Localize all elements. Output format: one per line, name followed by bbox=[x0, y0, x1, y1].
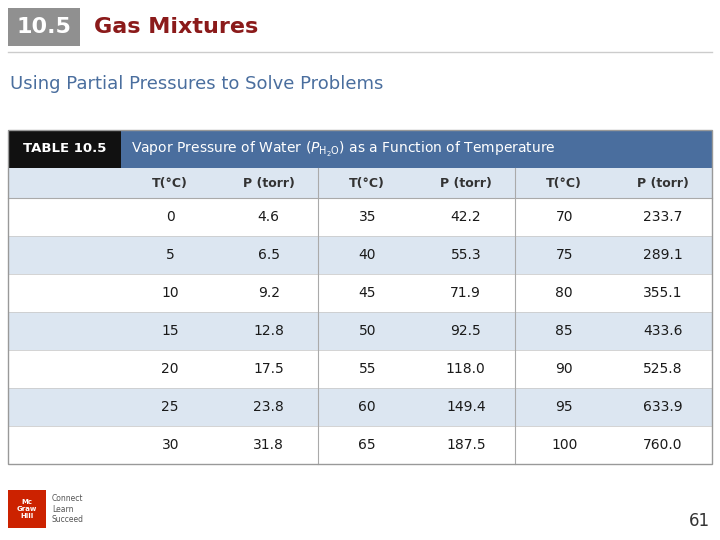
Text: Connect
Learn
Succeed: Connect Learn Succeed bbox=[52, 494, 84, 524]
Text: 50: 50 bbox=[359, 324, 376, 338]
Text: 55.3: 55.3 bbox=[451, 248, 481, 262]
Text: 92.5: 92.5 bbox=[451, 324, 481, 338]
Text: 85: 85 bbox=[555, 324, 573, 338]
Bar bbox=[8, 130, 712, 464]
Text: 55: 55 bbox=[359, 362, 376, 376]
Text: 70: 70 bbox=[556, 210, 573, 224]
Text: 355.1: 355.1 bbox=[643, 286, 683, 300]
Bar bbox=[8, 130, 121, 168]
Text: 30: 30 bbox=[161, 438, 179, 452]
Text: 100: 100 bbox=[551, 438, 577, 452]
Text: 75: 75 bbox=[556, 248, 573, 262]
Text: 233.7: 233.7 bbox=[643, 210, 683, 224]
Text: 95: 95 bbox=[555, 400, 573, 414]
Text: Using Partial Pressures to Solve Problems: Using Partial Pressures to Solve Problem… bbox=[10, 75, 383, 93]
Text: 0: 0 bbox=[166, 210, 175, 224]
Text: P (torr): P (torr) bbox=[243, 177, 294, 190]
Text: 15: 15 bbox=[161, 324, 179, 338]
Bar bbox=[8, 350, 712, 388]
Text: 17.5: 17.5 bbox=[253, 362, 284, 376]
Text: 42.2: 42.2 bbox=[451, 210, 481, 224]
Text: TABLE 10.5: TABLE 10.5 bbox=[23, 143, 106, 156]
Text: 45: 45 bbox=[359, 286, 376, 300]
Text: Vapor Pressure of Water ($\mathit{P}_{\mathrm{H_2O}}$) as a Function of Temperat: Vapor Pressure of Water ($\mathit{P}_{\m… bbox=[131, 139, 556, 159]
Bar bbox=[8, 236, 712, 274]
Text: 60: 60 bbox=[359, 400, 376, 414]
Bar bbox=[8, 198, 712, 236]
Text: 80: 80 bbox=[555, 286, 573, 300]
Bar bbox=[8, 312, 712, 350]
Text: Gas Mixtures: Gas Mixtures bbox=[94, 17, 258, 37]
Text: P (torr): P (torr) bbox=[636, 177, 689, 190]
Text: 760.0: 760.0 bbox=[643, 438, 683, 452]
Text: 149.4: 149.4 bbox=[446, 400, 485, 414]
Text: 4.6: 4.6 bbox=[258, 210, 280, 224]
Text: Mc
Graw
Hill: Mc Graw Hill bbox=[17, 499, 37, 519]
Text: 65: 65 bbox=[359, 438, 376, 452]
Text: T(°C): T(°C) bbox=[349, 177, 385, 190]
Text: 12.8: 12.8 bbox=[253, 324, 284, 338]
Text: 61: 61 bbox=[689, 512, 710, 530]
Bar bbox=[8, 388, 712, 426]
Text: 25: 25 bbox=[161, 400, 179, 414]
Text: 10.5: 10.5 bbox=[17, 17, 71, 37]
Bar bbox=[8, 8, 80, 46]
Text: P (torr): P (torr) bbox=[440, 177, 492, 190]
Text: 289.1: 289.1 bbox=[643, 248, 683, 262]
Bar bbox=[8, 426, 712, 464]
Text: 71.9: 71.9 bbox=[450, 286, 481, 300]
Text: 10: 10 bbox=[161, 286, 179, 300]
Text: T(°C): T(°C) bbox=[153, 177, 188, 190]
Text: 23.8: 23.8 bbox=[253, 400, 284, 414]
Text: 5: 5 bbox=[166, 248, 175, 262]
Text: 20: 20 bbox=[161, 362, 179, 376]
Text: 31.8: 31.8 bbox=[253, 438, 284, 452]
Text: 9.2: 9.2 bbox=[258, 286, 280, 300]
Text: 90: 90 bbox=[555, 362, 573, 376]
Text: 187.5: 187.5 bbox=[446, 438, 485, 452]
Text: 6.5: 6.5 bbox=[258, 248, 280, 262]
Bar bbox=[121, 130, 712, 168]
Text: 40: 40 bbox=[359, 248, 376, 262]
Bar bbox=[8, 274, 712, 312]
Bar bbox=[8, 490, 46, 528]
Text: 35: 35 bbox=[359, 210, 376, 224]
Bar bbox=[8, 168, 712, 198]
Text: 433.6: 433.6 bbox=[643, 324, 683, 338]
Text: T(°C): T(°C) bbox=[546, 177, 582, 190]
Text: 118.0: 118.0 bbox=[446, 362, 485, 376]
Text: 525.8: 525.8 bbox=[643, 362, 683, 376]
Text: 633.9: 633.9 bbox=[643, 400, 683, 414]
